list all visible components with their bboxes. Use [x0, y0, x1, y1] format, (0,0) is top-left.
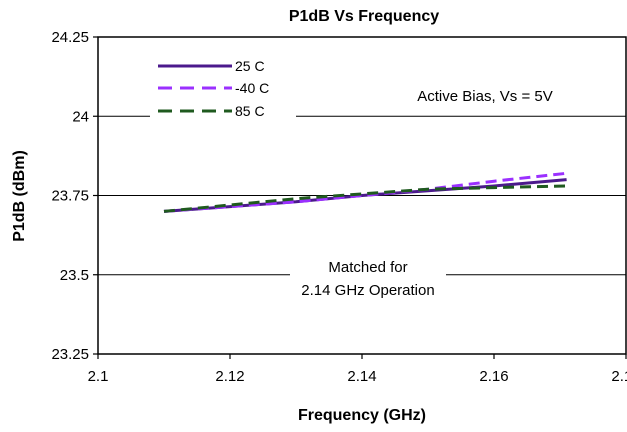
y-tick-label: 23.5: [60, 267, 89, 284]
y-tick-label: 23.75: [51, 188, 89, 205]
y-tick-label: 24: [72, 108, 89, 125]
x-tick-label: 2.1: [88, 368, 109, 385]
legend-label: -40 C: [235, 80, 269, 96]
series-lines: [163, 171, 567, 213]
x-tick-label: 2.18: [611, 368, 627, 385]
legend-label: 85 C: [235, 103, 265, 119]
x-tick-label: 2.14: [347, 368, 376, 385]
annotation-matched-bg: [290, 255, 446, 303]
annotation-matched-line1: Matched for: [328, 259, 407, 276]
y-axis-ticks: 23.25 23.5 23.75 24 24.25: [51, 29, 98, 363]
annotation-bias-bg: [383, 82, 587, 108]
series-line: [163, 171, 567, 213]
x-axis-title: Frequency (GHz): [298, 407, 426, 424]
legend: 25 C -40 C 85 C: [150, 56, 296, 122]
series-line: [163, 184, 567, 213]
x-tick-label: 2.12: [215, 368, 244, 385]
annotation-bias: Active Bias, Vs = 5V: [417, 88, 552, 105]
y-axis-title: P1dB (dBm): [11, 150, 28, 242]
y-tick-label: 24.25: [51, 29, 89, 46]
x-tick-label: 2.16: [479, 368, 508, 385]
series-line: [163, 178, 567, 213]
x-axis-ticks: 2.1 2.12 2.14 2.16 2.18: [88, 354, 627, 385]
chart-title: P1dB Vs Frequency: [289, 8, 439, 25]
annotation-matched-line2: 2.14 GHz Operation: [301, 282, 434, 299]
legend-label: 25 C: [235, 58, 265, 74]
y-tick-label: 23.25: [51, 346, 89, 363]
